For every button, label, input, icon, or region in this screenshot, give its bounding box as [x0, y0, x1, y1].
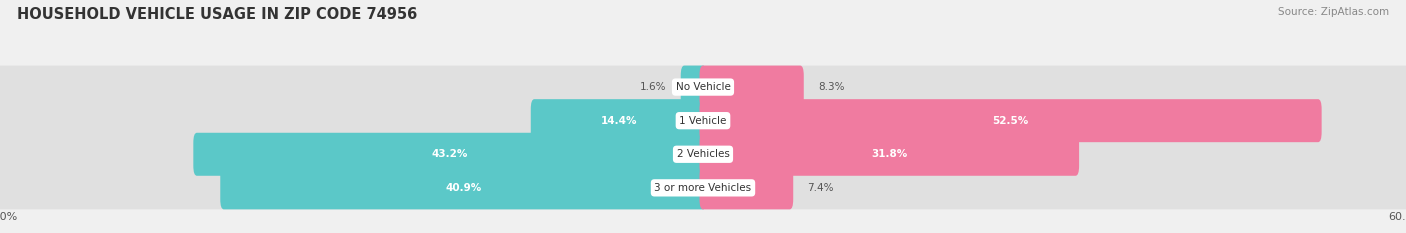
FancyBboxPatch shape: [700, 99, 1322, 142]
FancyBboxPatch shape: [700, 65, 804, 109]
FancyBboxPatch shape: [0, 133, 1406, 176]
Text: HOUSEHOLD VEHICLE USAGE IN ZIP CODE 74956: HOUSEHOLD VEHICLE USAGE IN ZIP CODE 7495…: [17, 7, 418, 22]
Text: 31.8%: 31.8%: [872, 149, 907, 159]
Text: Source: ZipAtlas.com: Source: ZipAtlas.com: [1278, 7, 1389, 17]
FancyBboxPatch shape: [221, 166, 707, 209]
Text: 8.3%: 8.3%: [818, 82, 845, 92]
FancyBboxPatch shape: [681, 65, 707, 109]
Text: 1.6%: 1.6%: [640, 82, 666, 92]
FancyBboxPatch shape: [700, 166, 793, 209]
Text: 14.4%: 14.4%: [600, 116, 637, 126]
FancyBboxPatch shape: [0, 166, 1406, 209]
FancyBboxPatch shape: [700, 133, 1080, 176]
Text: 2 Vehicles: 2 Vehicles: [676, 149, 730, 159]
FancyBboxPatch shape: [194, 133, 707, 176]
Text: 3 or more Vehicles: 3 or more Vehicles: [654, 183, 752, 193]
FancyBboxPatch shape: [531, 99, 707, 142]
Text: 52.5%: 52.5%: [993, 116, 1029, 126]
Text: No Vehicle: No Vehicle: [675, 82, 731, 92]
Text: 43.2%: 43.2%: [432, 149, 468, 159]
Text: 1 Vehicle: 1 Vehicle: [679, 116, 727, 126]
FancyBboxPatch shape: [0, 65, 1406, 109]
FancyBboxPatch shape: [0, 99, 1406, 142]
Text: 40.9%: 40.9%: [446, 183, 481, 193]
Text: 7.4%: 7.4%: [807, 183, 834, 193]
